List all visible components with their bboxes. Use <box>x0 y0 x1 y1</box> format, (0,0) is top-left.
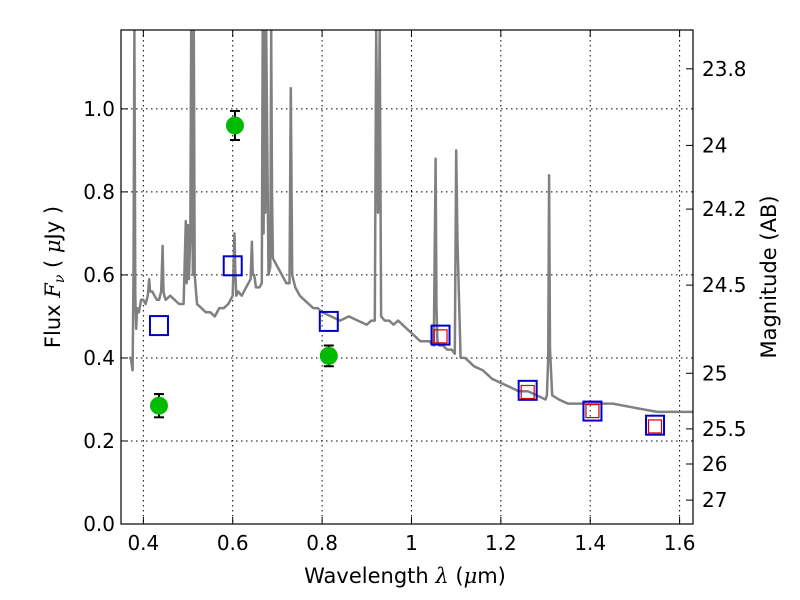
plot-area <box>129 30 693 436</box>
x-tick-label: 0.6 <box>217 531 249 555</box>
y-tick-label: 1.0 <box>83 97 115 121</box>
y2-tick-label: 24 <box>702 133 727 157</box>
spectrum-line <box>129 30 693 414</box>
model-square-small <box>647 419 663 434</box>
photometry-point <box>149 396 168 415</box>
model-square-small <box>433 329 448 344</box>
model-square <box>222 255 243 277</box>
model-square <box>148 315 169 337</box>
x-axis-title: Wavelength λ (μm) <box>304 564 506 588</box>
model-square-small <box>520 384 535 400</box>
x-tick-label: 0.8 <box>306 531 338 555</box>
photometry-point <box>225 116 244 135</box>
y-tick-label: 0.8 <box>83 180 115 204</box>
plot-frame <box>120 29 694 525</box>
x-tick-label: 1.6 <box>664 531 696 555</box>
y-tick-label: 0.6 <box>83 263 115 287</box>
model-square <box>430 324 451 346</box>
model-square <box>318 310 339 332</box>
axis-ticks <box>121 30 693 525</box>
x-tick-label: 0.4 <box>127 531 159 555</box>
tick-labels: 0.4 0.6 0.8 1 1.2 1.4 1.6 0.0 0.2 0.4 0.6 0.8 1.0 23.… <box>83 57 746 555</box>
y2-tick-label: 24.5 <box>702 273 747 297</box>
y-tick-label: 0.4 <box>83 346 115 370</box>
x-tick-label: 1.2 <box>485 531 517 555</box>
y2-tick-label: 23.8 <box>702 57 747 81</box>
model-square <box>517 379 538 401</box>
model-square-small <box>585 403 600 419</box>
y2-tick-label: 24.2 <box>702 197 747 221</box>
y-tick-label: 0.0 <box>83 512 115 536</box>
y2-tick-label: 25.5 <box>702 417 747 441</box>
y2-tick-label: 25 <box>702 361 727 385</box>
model-square <box>582 400 603 422</box>
photometry-point <box>319 346 338 365</box>
x-tick-label: 1 <box>405 531 418 555</box>
y2-tick-label: 27 <box>702 488 727 512</box>
model-square <box>645 414 666 436</box>
x-tick-label: 1.4 <box>574 531 606 555</box>
y-axis-title: Flux Fν ( μJy ) <box>41 206 68 348</box>
grid <box>121 30 693 525</box>
y2-axis-title: Magnitude (AB) <box>757 195 781 358</box>
y2-tick-label: 26 <box>702 452 727 476</box>
y-tick-label: 0.2 <box>83 429 115 453</box>
